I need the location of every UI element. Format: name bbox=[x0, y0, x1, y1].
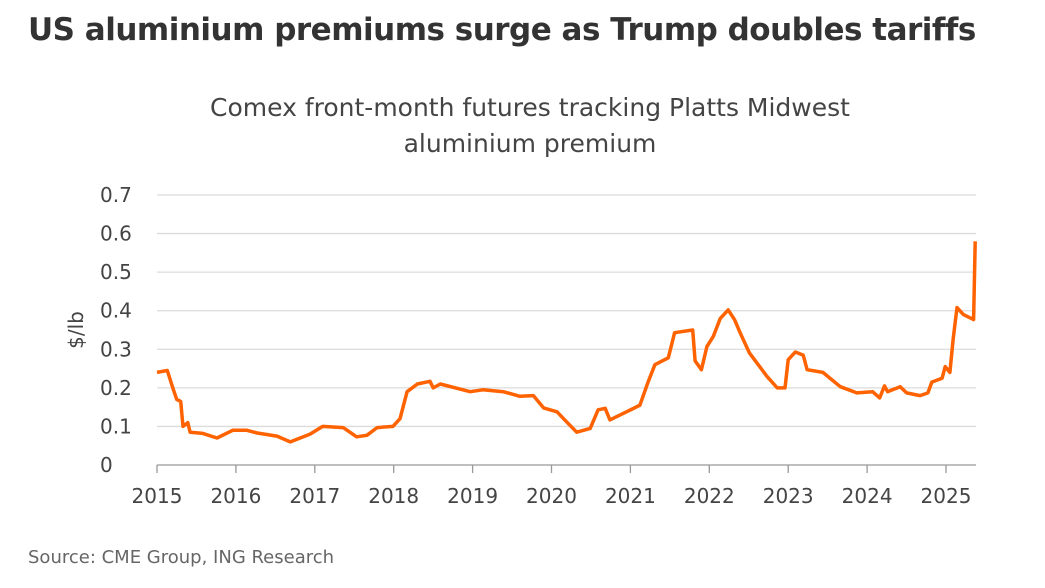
page-title: US aluminium premiums surge as Trump dou… bbox=[28, 12, 976, 48]
source-note: Source: CME Group, ING Research bbox=[28, 547, 335, 568]
y-tick-label: 0.2 bbox=[100, 376, 132, 400]
x-tick-label: 2023 bbox=[763, 484, 814, 508]
series-line bbox=[156, 241, 977, 444]
x-tick-label: 2024 bbox=[842, 484, 893, 508]
x-tick-label: 2025 bbox=[921, 484, 972, 508]
x-tick-label: 2016 bbox=[210, 484, 261, 508]
x-tick-label: 2017 bbox=[289, 484, 340, 508]
y-tick-label: 0.6 bbox=[100, 222, 132, 246]
x-tick-label: 2018 bbox=[368, 484, 419, 508]
y-tick-label: 0.7 bbox=[100, 183, 132, 207]
y-tick-label: 0.4 bbox=[100, 299, 132, 323]
x-tick-label: 2022 bbox=[684, 484, 735, 508]
y-tick-label: 0.5 bbox=[100, 260, 132, 284]
y-tick-label: 0 bbox=[100, 453, 113, 477]
y-tick-label: 0.3 bbox=[100, 337, 132, 361]
y-tick-label: 0.1 bbox=[100, 414, 132, 438]
x-tick-label: 2021 bbox=[605, 484, 656, 508]
y-axis-label: $/lb bbox=[64, 311, 88, 349]
chart-title-line-2: aluminium premium bbox=[403, 129, 657, 158]
x-tick-label: 2020 bbox=[526, 484, 577, 508]
x-tick-label: 2019 bbox=[447, 484, 498, 508]
x-tick-label: 2015 bbox=[132, 484, 183, 508]
chart-title: Comex front-month futures tracking Platt… bbox=[160, 90, 900, 162]
chart-title-line-1: Comex front-month futures tracking Platt… bbox=[210, 93, 850, 122]
